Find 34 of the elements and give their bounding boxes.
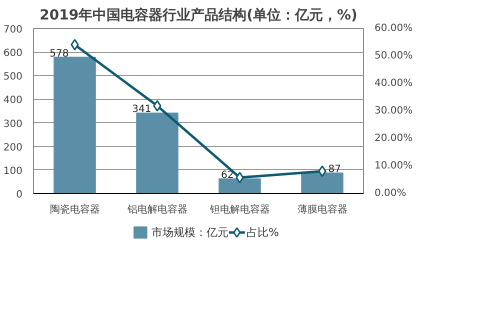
legend-label: 市场规模：亿元 bbox=[152, 226, 229, 239]
data-label: 87 bbox=[328, 164, 341, 175]
y2-tick-label: 30.00% bbox=[374, 106, 413, 116]
x-tick-label: 钽电解电容器 bbox=[208, 204, 270, 216]
y2-tick-label: 50.00% bbox=[374, 50, 413, 62]
x-tick-label: 薄膜电容器 bbox=[297, 204, 348, 216]
y-tick-label: 200 bbox=[3, 142, 23, 154]
y-tick-label: 0 bbox=[16, 190, 23, 200]
data-label: 62 bbox=[221, 170, 234, 181]
y2-tick-label: 0.00% bbox=[374, 188, 406, 199]
legend-label: 占比% bbox=[246, 226, 279, 239]
x-tick-label: 陶瓷电容器 bbox=[50, 204, 100, 216]
x-tick-label: 铝电解电容器 bbox=[126, 204, 188, 216]
y-tick-label: 700 bbox=[3, 24, 23, 36]
bar bbox=[301, 172, 344, 194]
y2-tick-label: 40.00% bbox=[374, 78, 413, 89]
point bbox=[236, 172, 244, 184]
data-label: 578 bbox=[50, 48, 69, 60]
data-label: 341 bbox=[132, 104, 152, 116]
y-tick-label: 600 bbox=[3, 48, 23, 60]
y-tick-label: 400 bbox=[3, 95, 23, 106]
point bbox=[318, 165, 326, 177]
chart-title: 2019年中国电容器行业产品结构(单位：亿元，%) bbox=[40, 6, 358, 24]
point bbox=[153, 100, 162, 112]
y2-tick-label: 60.00% bbox=[374, 23, 413, 34]
y-tick-label: 100 bbox=[3, 166, 23, 177]
bar bbox=[54, 56, 96, 194]
point bbox=[70, 38, 79, 50]
y2-tick-label: 10.00% bbox=[374, 160, 413, 172]
bar bbox=[218, 178, 261, 194]
y-tick-label: 500 bbox=[3, 72, 23, 83]
y2-tick-label: 20.00% bbox=[374, 133, 413, 144]
bar bbox=[136, 112, 178, 194]
y-tick-label: 300 bbox=[3, 118, 23, 130]
